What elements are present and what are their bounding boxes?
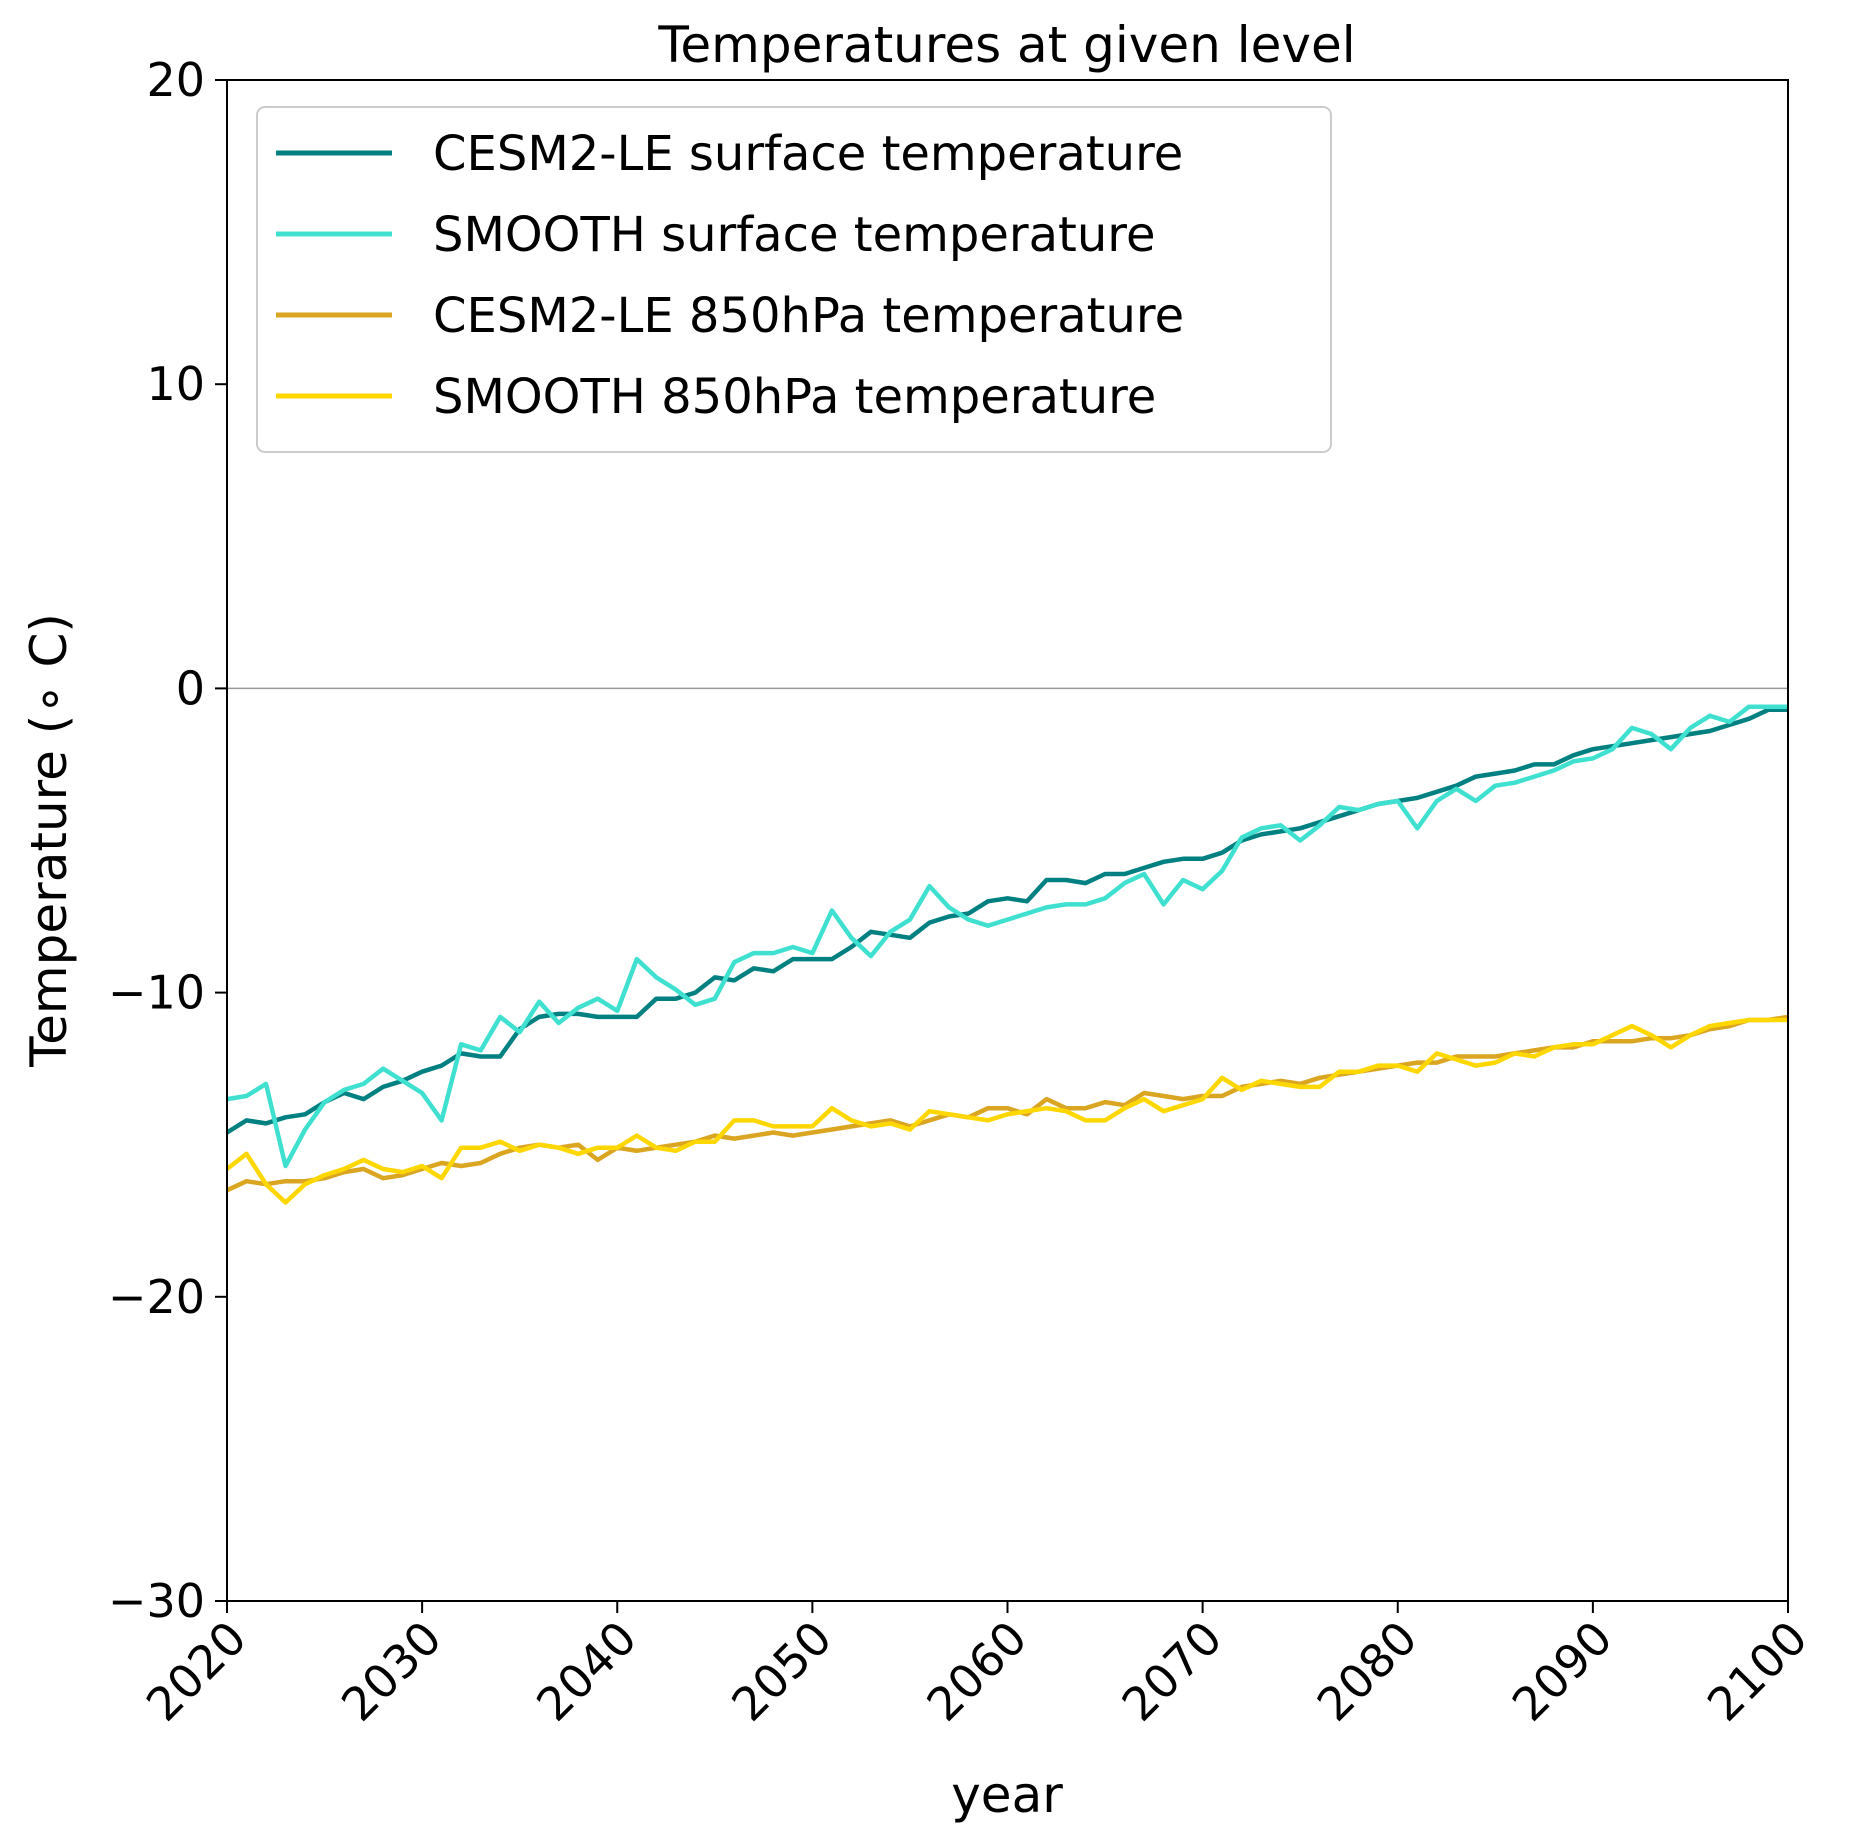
y-tick-label: −30	[108, 1574, 205, 1628]
y-axis-label: Temperature (∘ C)	[20, 613, 78, 1068]
series-line-2	[226, 704, 1788, 1169]
series-layer	[225, 704, 1789, 1205]
chart-title: Temperatures at given level	[657, 16, 1355, 74]
y-axis: 20 10 0 −10 −20 −30	[108, 53, 227, 1628]
y-tick-label: −10	[108, 966, 205, 1020]
legend-label-2: SMOOTH surface temperature	[433, 207, 1155, 263]
y-tick-label: 0	[176, 661, 205, 715]
legend-box	[256, 106, 1332, 453]
y-tick-label: −20	[108, 1270, 205, 1324]
series-line-3	[226, 1014, 1789, 1193]
legend-label-3: CESM2-LE 850hPa temperature	[433, 288, 1184, 344]
y-tick-label: 10	[146, 357, 205, 411]
y-tick-label: 20	[146, 53, 205, 107]
x-axis-label: year	[951, 1766, 1063, 1824]
series-line-1	[225, 707, 1788, 1135]
legend: CESM2-LE surface temperature SMOOTH surfa…	[256, 106, 1332, 453]
series-line-4	[225, 1017, 1788, 1205]
legend-label-1: CESM2-LE surface temperature	[433, 126, 1183, 182]
legend-label-4: SMOOTH 850hPa temperature	[433, 369, 1156, 425]
